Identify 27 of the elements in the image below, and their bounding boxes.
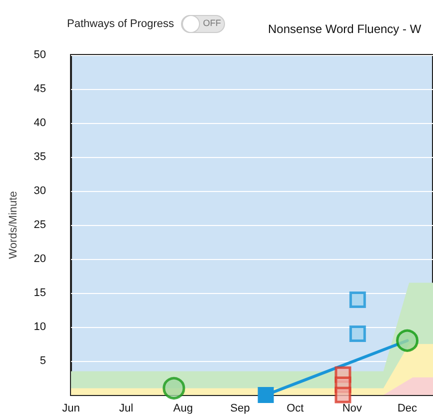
y-tick-label: 30: [34, 185, 46, 197]
point: [396, 329, 419, 352]
y-tick-label: 45: [34, 83, 46, 95]
x-tick-label: Aug: [173, 402, 193, 414]
y-tick-label: 35: [34, 151, 46, 163]
point: [349, 292, 366, 308]
y-tick-label: 25: [34, 219, 46, 231]
x-tick-label: Jun: [62, 402, 80, 414]
y-tick-label: 20: [34, 253, 46, 265]
y-axis-title: Words/Minute: [8, 191, 20, 259]
x-tick-label: Dec: [397, 402, 418, 414]
y-tick-label: 50: [34, 49, 46, 61]
point: [258, 387, 274, 403]
point: [162, 376, 186, 400]
x-tick-label: Sep: [230, 402, 250, 414]
chart-title: Nonsense Word Fluency - W: [268, 22, 422, 36]
x-tick-label: Nov: [342, 402, 362, 414]
point: [349, 326, 366, 342]
y-tick-label: 5: [40, 355, 46, 367]
y-tick-label: 40: [34, 117, 46, 129]
y-tick-label: 10: [34, 321, 46, 333]
text: Pathways of Progress: [67, 18, 174, 30]
x-tick-label: Jul: [119, 402, 134, 414]
x-tick-label: Oct: [286, 402, 304, 414]
toggle-switch: OFF: [181, 15, 225, 33]
y-tick-label: 15: [34, 287, 46, 299]
point: [334, 386, 352, 404]
